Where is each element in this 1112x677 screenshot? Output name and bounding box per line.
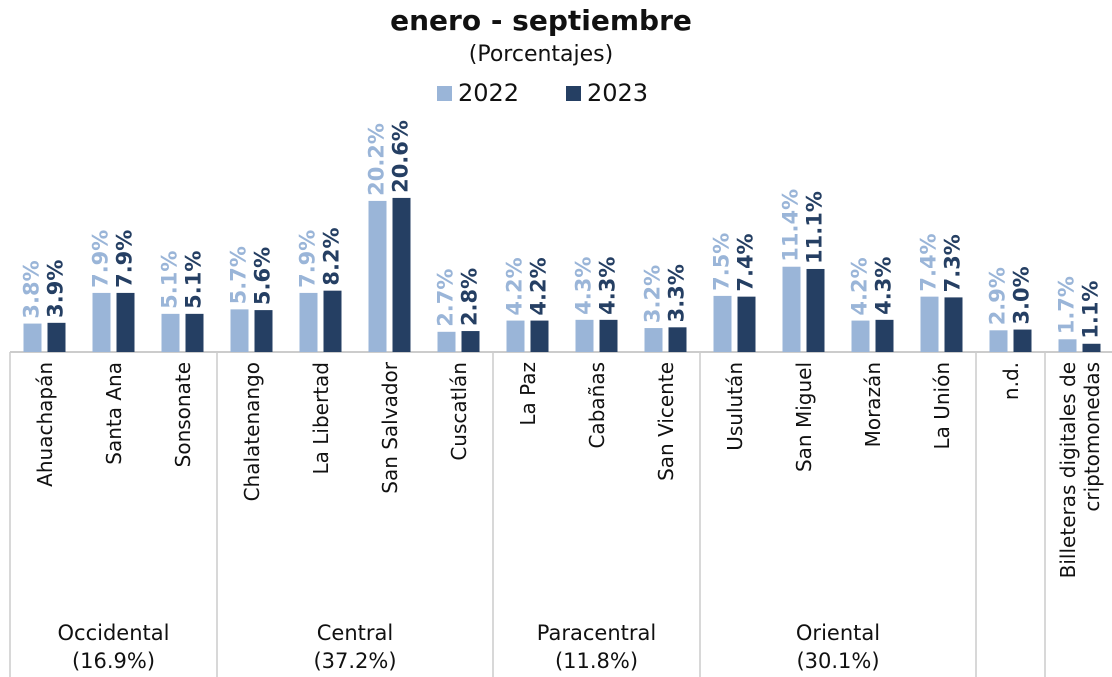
bar: [1082, 343, 1101, 352]
category-label: San Miguel: [791, 362, 816, 473]
bar: [47, 322, 66, 352]
value-label: 3.9%: [44, 260, 68, 318]
bar: [944, 297, 963, 352]
category-label: San Vicente: [653, 362, 678, 481]
group-share: (37.2%): [313, 649, 396, 673]
value-label: 3.0%: [1010, 266, 1034, 324]
value-label: 20.2%: [365, 123, 389, 196]
category-label: San Salvador: [377, 362, 402, 494]
legend-swatch: [566, 86, 581, 101]
bar: [875, 319, 894, 352]
value-label: 3.2%: [641, 265, 665, 323]
value-label: 7.9%: [296, 230, 320, 288]
bar: [92, 292, 111, 352]
category-label: Usulután: [722, 362, 747, 451]
group-name: Oriental: [796, 621, 880, 645]
group-name: Paracentral: [537, 621, 656, 645]
category-label: n.d.: [998, 362, 1023, 401]
value-label: 5.1%: [158, 251, 182, 309]
value-label: 7.4%: [734, 233, 758, 291]
value-label: 2.7%: [434, 269, 458, 327]
category-label: Sonsonate: [170, 362, 195, 468]
bar: [299, 292, 318, 352]
bar: [116, 292, 135, 352]
value-label: 7.9%: [113, 230, 137, 288]
value-label: 4.3%: [872, 257, 896, 315]
bar: [575, 319, 594, 352]
value-label: 1.1%: [1079, 281, 1103, 339]
category-label: Santa Ana: [101, 362, 126, 465]
bar: [989, 330, 1008, 352]
value-label: 7.9%: [89, 230, 113, 288]
category-label: Ahuachapán: [32, 362, 57, 487]
bar: [713, 295, 732, 352]
bar: [254, 310, 273, 352]
chart-subtitle: (Porcentajes): [469, 42, 613, 67]
bar: [920, 296, 939, 352]
value-label: 5.7%: [227, 246, 251, 304]
group-name: Occidental: [58, 621, 170, 645]
bar: [230, 309, 249, 352]
value-label: 20.6%: [389, 120, 413, 193]
value-label: 7.4%: [917, 233, 941, 291]
value-label: 1.7%: [1055, 276, 1079, 334]
bar: [368, 200, 387, 352]
value-label: 4.2%: [503, 257, 527, 315]
value-label: 2.9%: [986, 267, 1010, 325]
value-label: 4.3%: [572, 257, 596, 315]
value-label: 2.8%: [458, 268, 482, 326]
bar: [530, 320, 549, 352]
bar: [161, 313, 180, 352]
bar: [437, 331, 456, 352]
group-name: Central: [317, 621, 393, 645]
category-label: La Unión: [929, 362, 954, 450]
bar: [599, 319, 618, 352]
bar: [1013, 329, 1032, 352]
bar: [506, 320, 525, 352]
group-share: (16.9%): [72, 649, 155, 673]
bar: [806, 268, 825, 352]
legend-label: 2022: [458, 79, 519, 107]
value-label: 11.4%: [779, 189, 803, 262]
legend-swatch: [437, 86, 452, 101]
bar: [392, 197, 411, 352]
value-label: 7.3%: [941, 234, 965, 292]
category-label: Chalatenango: [239, 362, 264, 502]
legend-label: 2023: [587, 79, 648, 107]
bar: [668, 327, 687, 352]
bar: [782, 266, 801, 352]
value-label: 5.1%: [182, 251, 206, 309]
bar: [185, 313, 204, 352]
category-label: Billeteras digitales de criptomonedas: [1055, 362, 1104, 579]
value-label: 5.6%: [251, 247, 275, 305]
value-label: 4.3%: [596, 257, 620, 315]
value-label: 3.3%: [665, 264, 689, 322]
value-label: 4.2%: [527, 257, 551, 315]
bar: [323, 290, 342, 352]
bar: [644, 328, 663, 352]
bar: [1058, 339, 1077, 352]
category-label: La Paz: [515, 362, 540, 426]
value-label: 3.8%: [20, 260, 44, 318]
bar: [23, 323, 42, 352]
value-label: 7.5%: [710, 233, 734, 291]
value-label: 4.2%: [848, 257, 872, 315]
value-label: 11.1%: [803, 191, 827, 264]
value-label: 8.2%: [320, 227, 344, 285]
category-label: La Libertad: [308, 362, 333, 475]
category-label: Cuscatlán: [446, 362, 471, 461]
chart-title: enero - septiembre: [390, 4, 692, 37]
bar: [737, 296, 756, 352]
category-label: Cabañas: [584, 362, 609, 449]
group-share: (30.1%): [796, 649, 879, 673]
bar: [461, 331, 480, 352]
group-share: (11.8%): [555, 649, 638, 673]
category-label: Morazán: [860, 362, 885, 448]
bar: [851, 320, 870, 352]
